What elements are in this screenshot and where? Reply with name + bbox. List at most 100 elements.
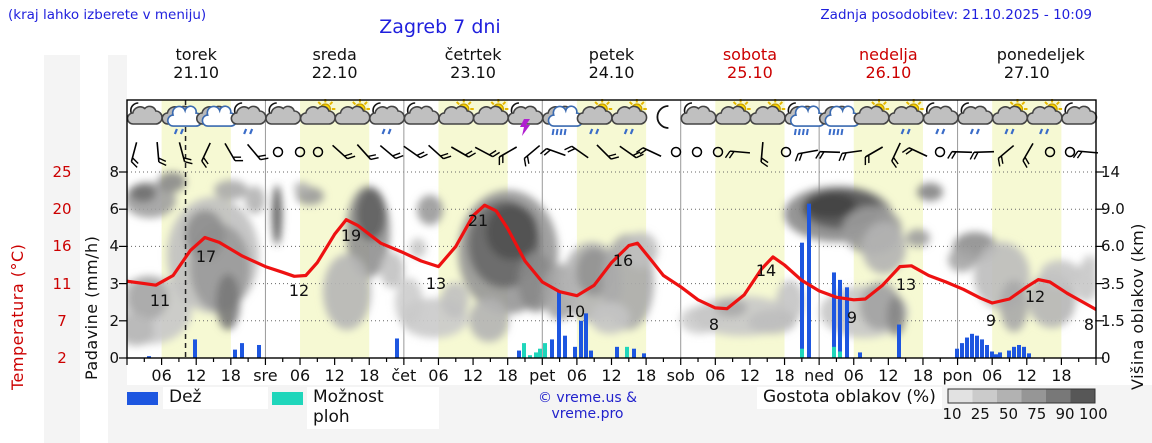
wind-barb-icon: [1072, 150, 1099, 159]
wind-barb-icon: [901, 147, 928, 157]
temp-value-label: 19: [340, 226, 362, 245]
time-tick-label: 06: [843, 366, 864, 385]
cloudcover-colorbar-segment: [1021, 389, 1046, 403]
temp-value-label: 12: [1024, 287, 1046, 306]
time-tick-label: 06: [428, 366, 449, 385]
cloudcover-scale-label: 10: [942, 405, 962, 423]
temp-axis-title: Temperatura (°C): [8, 243, 27, 390]
temp-tick-label: 16: [52, 237, 72, 256]
precip-tick-label: 3: [109, 274, 119, 293]
temp-tick-label: 25: [52, 163, 72, 181]
temp-tick-label: 11: [52, 274, 72, 293]
temp-value-label: 9: [846, 308, 858, 327]
page-title: Zagreb 7 dni: [379, 16, 501, 38]
time-tick-label: 18: [774, 366, 795, 385]
time-tick-label: 18: [497, 366, 518, 385]
wind-barb-icon: [523, 144, 541, 167]
temp-value-label: 11: [149, 291, 171, 310]
calm-wind-icon: [294, 146, 306, 158]
wind-barb-icon: [178, 142, 193, 165]
time-tick-label: pon: [942, 366, 973, 385]
wind-barb-icon: [403, 145, 428, 159]
left-gray-strip-precip: [108, 55, 127, 443]
legend-rain-label: Dež: [163, 387, 268, 409]
temp-value-label: 12: [288, 281, 310, 300]
time-tick-label: 18: [912, 366, 934, 385]
wind-barb-icon: [794, 149, 818, 162]
wind-barb-icon: [246, 143, 269, 161]
time-tick-label: čet: [391, 366, 417, 385]
time-tick-label: 06: [566, 366, 588, 385]
temp-value-label: 8: [1083, 315, 1095, 334]
wind-barb-icon: [760, 141, 769, 168]
wind-barb-icon: [815, 150, 841, 160]
sun-cloud-icon: [438, 99, 475, 125]
wind-barb-icon: [156, 141, 167, 166]
wind-barb-icon: [450, 146, 476, 158]
wind-barb-icon: [619, 145, 644, 159]
time-tick-label: 12: [186, 366, 207, 385]
cloudcover-colorbar-segment: [948, 389, 973, 403]
wind-barb-icon: [332, 144, 356, 160]
legend-showers-swatch: [272, 392, 303, 405]
temp-tick-label: 7: [57, 311, 67, 330]
copyright-link[interactable]: © vreme.us & vreme.pro: [537, 390, 638, 422]
left-gray-strip-temp: [44, 55, 80, 443]
calm-wind-icon: [670, 146, 682, 158]
calm-wind-icon: [712, 146, 724, 158]
wind-barb-icon: [724, 150, 751, 159]
calm-wind-icon: [691, 146, 703, 158]
wind-barb-icon: [635, 147, 662, 157]
sun-cloud-icon: [472, 99, 509, 125]
rain-bars: [147, 203, 1031, 358]
temp-value-label: 14: [755, 261, 777, 280]
day-name: nedelja: [859, 45, 918, 64]
wind-barb-icon: [997, 144, 1015, 167]
cloudheight-tick-label: 1.5: [1101, 311, 1125, 330]
wind-barb-icon: [130, 142, 139, 168]
time-tick-label: sob: [666, 366, 695, 385]
temp-tick-label: 20: [52, 200, 72, 219]
precip-tick-label: 8: [109, 163, 119, 181]
wind-barb-icon: [498, 146, 518, 166]
temp-value-label: 16: [612, 251, 634, 270]
time-tick-label: 06: [289, 366, 311, 385]
time-tick-label: 12: [739, 366, 761, 385]
temp-value-label: 17: [195, 247, 217, 266]
time-tick-label: 18: [635, 366, 657, 385]
cloudcover-colorbar-segment: [1046, 389, 1071, 403]
cloudcover-scale-label: 100: [1079, 405, 1108, 423]
day-date: 25.10: [727, 63, 773, 82]
temp-value-label: 13: [895, 275, 917, 294]
day-name: torek: [175, 45, 217, 64]
wind-barb-icon: [201, 142, 211, 169]
cloudcover-scale-label: 90: [1055, 405, 1075, 423]
legend-showers-label: Možnost ploh: [307, 387, 439, 429]
clouds-icon: [196, 105, 238, 127]
time-tick-label: 18: [1051, 366, 1072, 385]
last-update: Zadnja posodobitev: 21.10.2025 - 10:09: [820, 7, 1092, 23]
time-tick-label: ned: [804, 366, 835, 385]
day-name: četrtek: [444, 45, 502, 64]
calm-wind-icon: [934, 146, 946, 158]
time-tick-label: 12: [1016, 366, 1037, 385]
wind-barb-icon: [428, 144, 452, 160]
temp-tick-label: 2: [57, 349, 67, 367]
time-tick-label: 12: [462, 366, 484, 385]
wind-barb-icon: [474, 146, 501, 158]
time-tick-label: pet: [529, 366, 556, 385]
calm-wind-icon: [312, 146, 324, 158]
sun-cloud-icon: [853, 99, 890, 125]
temp-value-label: 21: [467, 211, 489, 230]
wind-barb-icon: [891, 142, 901, 169]
wind-barb-icon: [1022, 142, 1034, 168]
cloudcover-scale-label: 25: [970, 405, 990, 423]
wind-barb-row: [130, 141, 1099, 169]
moon-cloud-heavyrain-icon: [784, 102, 827, 136]
temp-value-label: 8: [708, 315, 720, 334]
sun-cloud-icon: [334, 99, 371, 125]
cloudcover-scale-label: 50: [998, 405, 1019, 423]
time-tick-label: 06: [705, 366, 726, 385]
sun-cloud-rain-icon: [611, 99, 648, 135]
